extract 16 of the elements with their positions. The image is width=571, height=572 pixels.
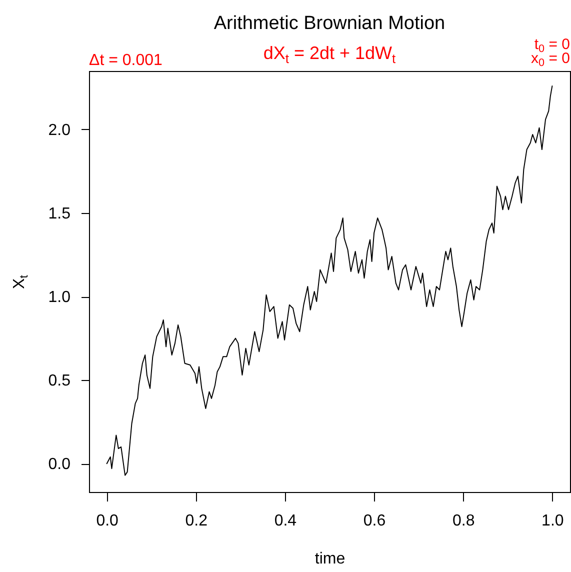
x-axis-title: time xyxy=(314,550,346,568)
x-tick-label: 0.4 xyxy=(274,512,297,530)
x-tick-label: 0.6 xyxy=(363,512,386,530)
y-tick-label: 2.0 xyxy=(48,122,71,139)
chart-title: Arithmetic Brownian Motion xyxy=(214,13,446,34)
text: Δt = 0.001 xyxy=(89,52,162,69)
x-tick-label: 0.8 xyxy=(452,512,475,530)
x-tick-label: 1.0 xyxy=(542,512,564,530)
y-tick-label: 0.5 xyxy=(48,372,71,390)
chart-subtitle: dX$_{t}$ = 2dt + 1dW$_{t}$ xyxy=(263,43,396,66)
x-tick-label: 0.2 xyxy=(185,512,208,530)
y-tick-label: 1.5 xyxy=(48,206,71,223)
y-tick-label: 0.0 xyxy=(48,456,71,474)
line-series xyxy=(106,86,553,476)
x-tick-label: 0.0 xyxy=(96,512,119,530)
y-tick-label: 1.0 xyxy=(48,289,71,306)
